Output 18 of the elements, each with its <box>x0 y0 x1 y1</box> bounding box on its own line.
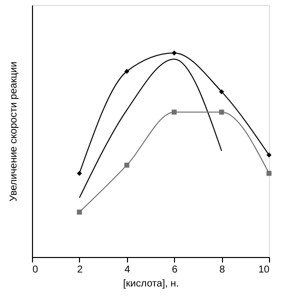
point <box>124 162 130 168</box>
x-tick-label: 8 <box>219 264 226 276</box>
x-tick-label: 0 <box>32 264 38 276</box>
x-tick-label: 4 <box>124 264 131 276</box>
point <box>219 110 224 115</box>
point <box>266 170 272 176</box>
x-axis-title: [кислота], н. <box>123 278 179 290</box>
point <box>266 152 272 158</box>
point <box>76 210 82 215</box>
x-tick-label: 6 <box>172 264 178 276</box>
point <box>124 68 130 74</box>
point <box>172 110 177 115</box>
point <box>76 170 82 176</box>
point <box>172 50 177 56</box>
y-axis-title: Увеличение скорости реакции <box>8 62 20 202</box>
point <box>219 89 224 94</box>
x-tick-label: 10 <box>258 264 270 276</box>
x-tick-label: 2 <box>77 264 84 276</box>
